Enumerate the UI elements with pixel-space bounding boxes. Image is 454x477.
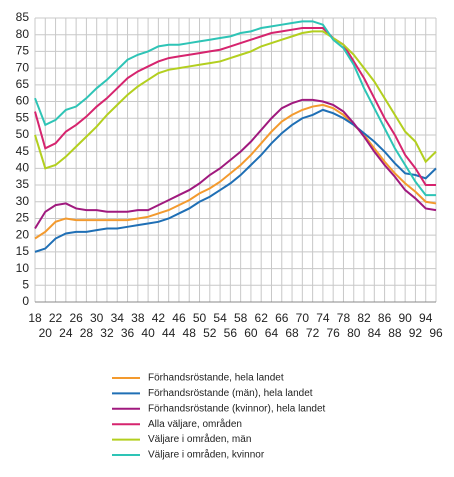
x-tick-label: 18: [28, 311, 42, 325]
x-tick-label: 64: [265, 326, 279, 340]
x-tick-label: 70: [296, 311, 310, 325]
x-tick-label: 68: [285, 326, 299, 340]
legend-label: Förhandsröstande (män), hela landet: [148, 388, 313, 399]
x-tick-label: 96: [429, 326, 443, 340]
x-tick-label: 38: [131, 311, 145, 325]
x-tick-label: 76: [326, 326, 340, 340]
x-tick-label: 72: [306, 326, 320, 340]
series-line: [34, 103, 437, 240]
x-tick-label: 32: [100, 326, 114, 340]
legend-label: Förhandsröstande, hela landet: [148, 373, 284, 384]
y-tick-label: 10: [16, 261, 30, 275]
x-tick-label: 56: [224, 326, 238, 340]
x-tick-label: 58: [234, 311, 248, 325]
x-tick-label: 46: [172, 311, 186, 325]
y-tick-label: 70: [16, 60, 30, 74]
x-tick-label: 36: [121, 326, 135, 340]
y-tick-label: 50: [16, 127, 30, 141]
series-line: [34, 30, 437, 170]
x-tick-label: 22: [49, 311, 63, 325]
x-tick-label: 24: [59, 326, 73, 340]
x-tick-label: 20: [39, 326, 53, 340]
y-tick-label: 40: [16, 161, 30, 175]
x-tick-label: 60: [244, 326, 258, 340]
legend-label: Väljare i områden, män: [148, 433, 251, 445]
x-tick-label: 92: [409, 326, 423, 340]
x-tick-label: 78: [337, 311, 351, 325]
y-tick-label: 75: [16, 44, 30, 58]
series-line: [34, 20, 436, 197]
y-tick-label: 85: [16, 10, 30, 24]
x-tick-label: 30: [90, 311, 104, 325]
x-tick-label: 90: [398, 311, 412, 325]
legend-label: Förhandsröstande (kvinnor), hela landet: [148, 403, 326, 414]
x-tick-label: 40: [141, 326, 155, 340]
x-tick-label: 82: [357, 311, 371, 325]
y-tick-label: 15: [16, 244, 30, 258]
x-tick-label: 28: [80, 326, 94, 340]
series-line: [34, 27, 436, 187]
y-tick-label: 20: [16, 227, 30, 241]
x-tick-label: 52: [203, 326, 217, 340]
y-tick-label: 55: [16, 110, 30, 124]
series-line: [34, 108, 437, 253]
y-tick-label: 60: [16, 94, 30, 108]
y-tick-label: 35: [16, 177, 30, 191]
y-tick-label: 45: [16, 144, 30, 158]
x-tick-label: 34: [111, 311, 125, 325]
x-tick-label: 62: [255, 311, 269, 325]
legend-label: Väljare i områden, kvinnor: [148, 449, 265, 461]
x-tick-label: 48: [183, 326, 197, 340]
x-tick-label: 84: [368, 326, 382, 340]
y-tick-label: 65: [16, 77, 30, 91]
x-tick-label: 86: [378, 311, 392, 325]
y-tick-label: 0: [22, 294, 29, 308]
x-tick-label: 50: [193, 311, 207, 325]
y-tick-label: 5: [22, 277, 29, 291]
x-tick-label: 54: [213, 311, 227, 325]
x-tick-label: 94: [419, 311, 433, 325]
series-line: [34, 98, 437, 230]
x-tick-label: 44: [162, 326, 176, 340]
x-tick-label: 42: [152, 311, 166, 325]
x-tick-label: 88: [388, 326, 402, 340]
x-tick-label: 74: [316, 311, 330, 325]
y-tick-label: 80: [16, 27, 30, 41]
x-tick-label: 66: [275, 311, 289, 325]
y-tick-label: 30: [16, 194, 30, 208]
y-tick-label: 25: [16, 211, 30, 225]
legend-label: Alla väljare, områden: [148, 418, 242, 430]
x-tick-label: 26: [69, 311, 83, 325]
x-tick-label: 80: [347, 326, 361, 340]
